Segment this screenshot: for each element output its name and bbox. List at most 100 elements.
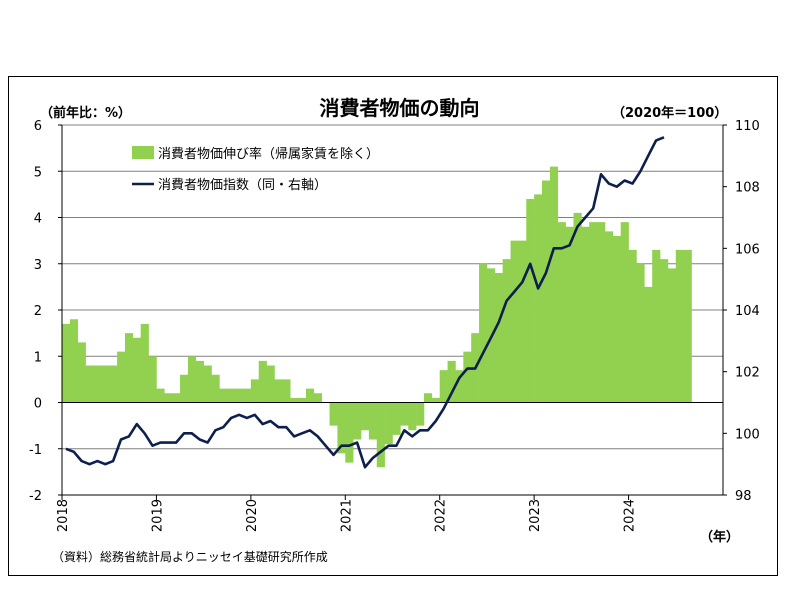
bar <box>636 263 645 403</box>
bar <box>180 374 189 403</box>
bar <box>612 236 622 403</box>
left-tick-label: 0 <box>34 397 42 412</box>
x-tick-label: 2024 <box>623 499 638 532</box>
chart-frame <box>8 76 778 576</box>
bar <box>337 402 346 454</box>
bar <box>581 226 590 403</box>
bar <box>573 212 582 403</box>
bar <box>620 222 629 403</box>
bar <box>77 342 86 403</box>
bar <box>85 365 94 403</box>
x-tick-label: 2020 <box>245 499 260 532</box>
bar <box>534 194 543 403</box>
bar <box>298 397 307 403</box>
bar <box>455 370 464 403</box>
bar <box>400 402 409 426</box>
bar <box>660 259 669 403</box>
right-tick-label: 100 <box>735 427 760 442</box>
bar <box>604 231 614 403</box>
right-tick-label: 102 <box>735 366 760 381</box>
bar <box>124 333 134 403</box>
bar <box>510 240 519 403</box>
bar <box>195 360 204 403</box>
right-axis-label: （2020年＝100） <box>612 106 728 121</box>
right-tick-label: 104 <box>735 304 760 319</box>
bar <box>148 356 157 403</box>
x-tick-label: 2022 <box>434 499 449 532</box>
bar <box>140 323 149 403</box>
bar <box>164 393 173 403</box>
x-tick-label: 2023 <box>528 499 543 532</box>
bar <box>526 199 535 403</box>
bar <box>565 226 574 403</box>
bar <box>290 397 299 403</box>
bar <box>376 402 385 468</box>
bar <box>431 397 441 403</box>
bar <box>439 370 448 403</box>
bar <box>549 166 559 403</box>
bar <box>542 180 551 403</box>
bar <box>329 402 338 426</box>
bar <box>69 319 79 403</box>
bar <box>313 393 322 403</box>
bar <box>447 360 456 403</box>
bar <box>211 374 220 403</box>
x-tick-label: 2019 <box>150 499 165 532</box>
legend-swatch-bar <box>132 146 154 159</box>
left-tick-label: 2 <box>34 304 42 319</box>
bar <box>250 379 260 403</box>
bar <box>187 356 197 403</box>
left-tick-label: 4 <box>34 212 42 227</box>
bar <box>494 273 503 403</box>
left-tick-label: 1 <box>34 350 42 365</box>
right-tick-label: 98 <box>735 489 752 504</box>
bar <box>652 249 661 403</box>
right-tick-label: 108 <box>735 181 760 196</box>
left-tick-label: 5 <box>34 165 42 180</box>
right-tick-label: 106 <box>735 242 760 257</box>
legend: 消費者物価伸び率（帰属家賃を除く） 消費者物価指数（同・右軸） <box>132 146 379 193</box>
bar <box>384 402 393 445</box>
bar <box>423 393 433 403</box>
bar <box>644 286 653 403</box>
right-tick-label: 110 <box>735 119 760 134</box>
bar <box>132 337 141 403</box>
bar <box>62 323 71 403</box>
bar <box>101 365 110 403</box>
left-tick-label: -1 <box>29 443 42 458</box>
bar <box>266 365 275 403</box>
bar <box>667 268 677 403</box>
bar <box>305 388 315 403</box>
bar <box>597 222 606 403</box>
bar <box>392 402 401 435</box>
bar <box>345 402 354 463</box>
bar <box>675 249 684 403</box>
bar <box>683 249 692 403</box>
chart-title: 消費者物価の動向 <box>319 96 480 120</box>
left-tick-label: 6 <box>34 119 42 134</box>
left-tick-label: 3 <box>34 258 42 273</box>
source-note: （資料）総務省統計局よりニッセイ基礎研究所作成 <box>52 550 328 564</box>
bar <box>361 402 370 431</box>
bar <box>628 249 637 403</box>
legend-label-line: 消費者物価指数（同・右軸） <box>158 178 327 193</box>
left-tick-label: -2 <box>29 489 42 504</box>
bar <box>589 222 598 403</box>
bar <box>227 388 236 403</box>
bar <box>463 351 472 403</box>
bar <box>219 388 228 403</box>
bar <box>479 263 488 403</box>
bar <box>109 365 118 403</box>
bar <box>353 402 362 440</box>
bar <box>416 402 425 426</box>
left-axis-label: （前年比：%） <box>40 106 132 121</box>
cpi-index-line <box>65 136 665 469</box>
bar <box>518 240 527 403</box>
bar <box>242 388 252 403</box>
bar <box>258 360 267 403</box>
bar <box>93 365 102 403</box>
bar <box>156 388 165 403</box>
legend-label-bar: 消費者物価伸び率（帰属家賃を除く） <box>158 146 379 162</box>
bar <box>408 402 417 431</box>
